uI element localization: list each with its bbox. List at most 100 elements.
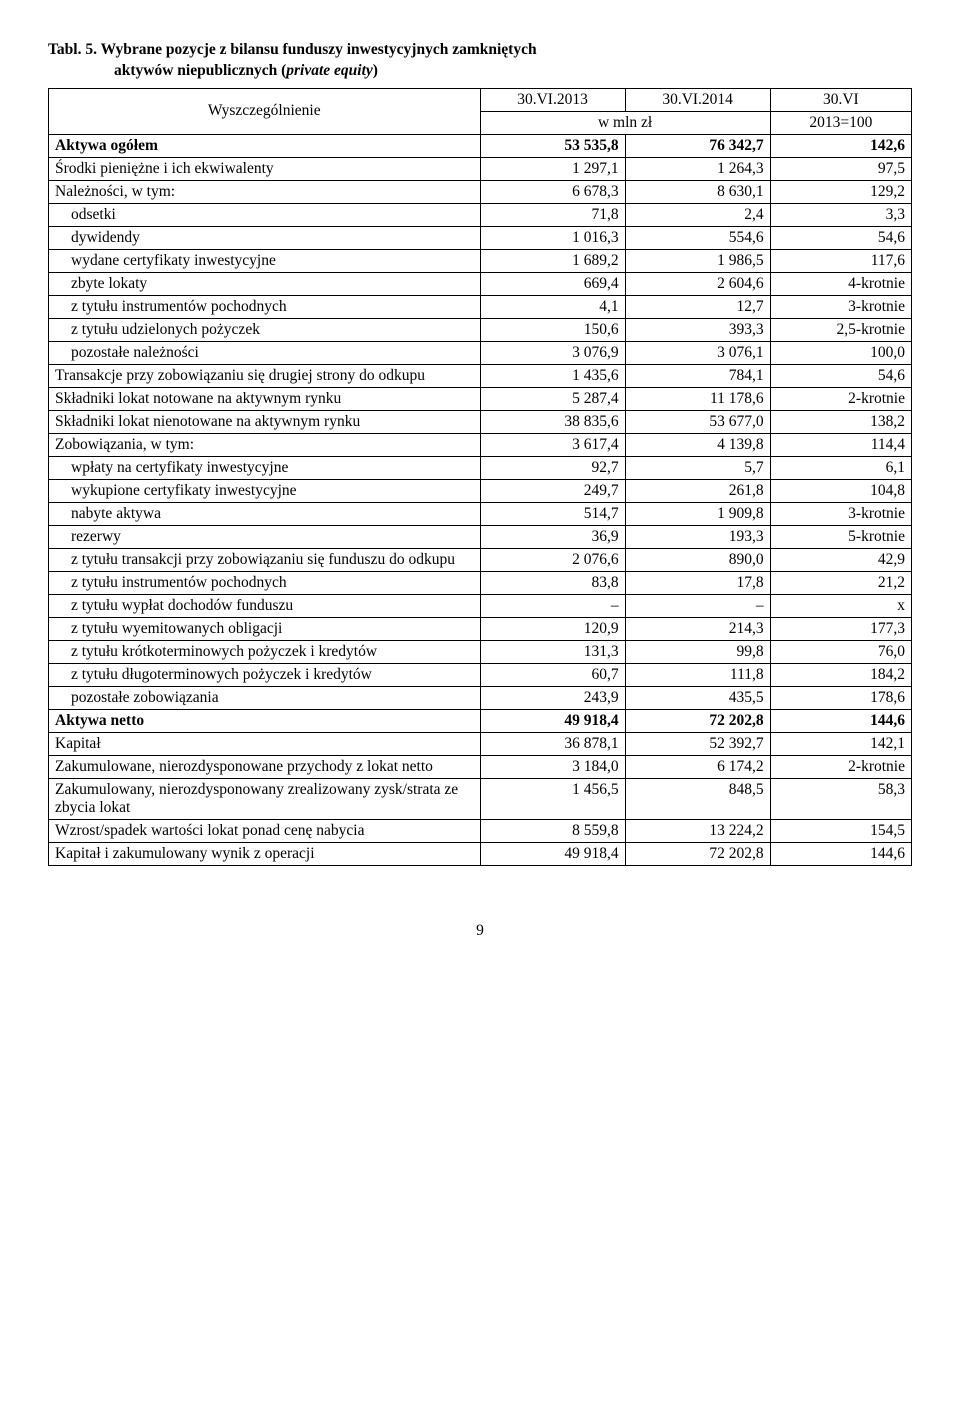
table-row: pozostałe zobowiązania243,9435,5178,6 bbox=[49, 686, 912, 709]
row-v2: 393,3 bbox=[625, 318, 770, 341]
table-row: Aktywa netto49 918,472 202,8144,6 bbox=[49, 709, 912, 732]
row-v1: 49 918,4 bbox=[480, 709, 625, 732]
row-label: odsetki bbox=[49, 203, 481, 226]
row-v3: 2-krotnie bbox=[770, 755, 911, 778]
row-label: Należności, w tym: bbox=[49, 180, 481, 203]
row-v1: 120,9 bbox=[480, 617, 625, 640]
row-label: wykupione certyfikaty inwestycyjne bbox=[49, 479, 481, 502]
row-v1: 1 456,5 bbox=[480, 778, 625, 819]
row-v1: 83,8 bbox=[480, 571, 625, 594]
table-row: Kapitał i zakumulowany wynik z operacji4… bbox=[49, 842, 912, 865]
row-v3: 97,5 bbox=[770, 157, 911, 180]
table-row: z tytułu wyemitowanych obligacji120,9214… bbox=[49, 617, 912, 640]
row-v3: 2-krotnie bbox=[770, 387, 911, 410]
row-v2: 2 604,6 bbox=[625, 272, 770, 295]
row-label: wpłaty na certyfikaty inwestycyjne bbox=[49, 456, 481, 479]
table-row: z tytułu udzielonych pożyczek150,6393,32… bbox=[49, 318, 912, 341]
row-v1: 669,4 bbox=[480, 272, 625, 295]
row-v2: 8 630,1 bbox=[625, 180, 770, 203]
row-v1: 8 559,8 bbox=[480, 819, 625, 842]
row-v3: 177,3 bbox=[770, 617, 911, 640]
table-row: nabyte aktywa514,71 909,83-krotnie bbox=[49, 502, 912, 525]
row-label: z tytułu instrumentów pochodnych bbox=[49, 295, 481, 318]
row-v1: 53 535,8 bbox=[480, 134, 625, 157]
row-v2: 17,8 bbox=[625, 571, 770, 594]
col-header-unit: w mln zł bbox=[480, 111, 770, 134]
row-v1: 36,9 bbox=[480, 525, 625, 548]
row-v1: 131,3 bbox=[480, 640, 625, 663]
row-label: Zakumulowany, nierozdysponowany zrealizo… bbox=[49, 778, 481, 819]
row-v3: 114,4 bbox=[770, 433, 911, 456]
row-label: z tytułu wyemitowanych obligacji bbox=[49, 617, 481, 640]
row-v2: 11 178,6 bbox=[625, 387, 770, 410]
title-line2-normal: aktywów niepublicznych ( bbox=[114, 62, 286, 79]
row-v2: 4 139,8 bbox=[625, 433, 770, 456]
row-v2: 2,4 bbox=[625, 203, 770, 226]
row-v3: 54,6 bbox=[770, 364, 911, 387]
row-v2: 261,8 bbox=[625, 479, 770, 502]
title-line2-close: ) bbox=[373, 62, 378, 79]
row-label: Zakumulowane, nierozdysponowane przychod… bbox=[49, 755, 481, 778]
table-head: Wyszczególnienie 30.VI.2013 30.VI.2014 3… bbox=[49, 88, 912, 134]
row-v1: 36 878,1 bbox=[480, 732, 625, 755]
row-v2: 12,7 bbox=[625, 295, 770, 318]
row-v2: 13 224,2 bbox=[625, 819, 770, 842]
col-header-index-top: 30.VI bbox=[770, 88, 911, 111]
row-v1: 3 184,0 bbox=[480, 755, 625, 778]
row-label: Kapitał i zakumulowany wynik z operacji bbox=[49, 842, 481, 865]
row-v3: 154,5 bbox=[770, 819, 911, 842]
title-prefix: Tabl. 5. bbox=[48, 41, 97, 58]
table-row: Transakcje przy zobowiązaniu się drugiej… bbox=[49, 364, 912, 387]
row-v2: 99,8 bbox=[625, 640, 770, 663]
row-v1: 60,7 bbox=[480, 663, 625, 686]
title-line2: aktywów niepublicznych (private equity) bbox=[48, 61, 912, 82]
table-row: Wzrost/spadek wartości lokat ponad cenę … bbox=[49, 819, 912, 842]
row-v3: 42,9 bbox=[770, 548, 911, 571]
row-v2: 52 392,7 bbox=[625, 732, 770, 755]
row-label: Składniki lokat nienotowane na aktywnym … bbox=[49, 410, 481, 433]
row-label: Transakcje przy zobowiązaniu się drugiej… bbox=[49, 364, 481, 387]
row-v1: 92,7 bbox=[480, 456, 625, 479]
table-row: dywidendy1 016,3554,654,6 bbox=[49, 226, 912, 249]
row-label: Wzrost/spadek wartości lokat ponad cenę … bbox=[49, 819, 481, 842]
row-label: Aktywa ogółem bbox=[49, 134, 481, 157]
row-label: z tytułu wypłat dochodów funduszu bbox=[49, 594, 481, 617]
row-v2: 848,5 bbox=[625, 778, 770, 819]
row-v3: 144,6 bbox=[770, 709, 911, 732]
row-label: Aktywa netto bbox=[49, 709, 481, 732]
col-header-spec: Wyszczególnienie bbox=[49, 88, 481, 134]
col-header-2014: 30.VI.2014 bbox=[625, 88, 770, 111]
row-label: wydane certyfikaty inwestycyjne bbox=[49, 249, 481, 272]
row-label: Kapitał bbox=[49, 732, 481, 755]
balance-table: Wyszczególnienie 30.VI.2013 30.VI.2014 3… bbox=[48, 88, 912, 866]
row-label: Składniki lokat notowane na aktywnym ryn… bbox=[49, 387, 481, 410]
row-v2: 5,7 bbox=[625, 456, 770, 479]
row-v2: 193,3 bbox=[625, 525, 770, 548]
table-row: Środki pieniężne i ich ekwiwalenty1 297,… bbox=[49, 157, 912, 180]
row-v1: 71,8 bbox=[480, 203, 625, 226]
row-v2: 890,0 bbox=[625, 548, 770, 571]
row-v3: 2,5-krotnie bbox=[770, 318, 911, 341]
row-label: zbyte lokaty bbox=[49, 272, 481, 295]
row-label: pozostałe zobowiązania bbox=[49, 686, 481, 709]
row-v1: 2 076,6 bbox=[480, 548, 625, 571]
row-v3: x bbox=[770, 594, 911, 617]
row-v2: 1 909,8 bbox=[625, 502, 770, 525]
row-label: dywidendy bbox=[49, 226, 481, 249]
row-v2: 76 342,7 bbox=[625, 134, 770, 157]
row-v3: 142,1 bbox=[770, 732, 911, 755]
row-v3: 129,2 bbox=[770, 180, 911, 203]
row-v1: 150,6 bbox=[480, 318, 625, 341]
row-v3: 184,2 bbox=[770, 663, 911, 686]
row-v1: 1 435,6 bbox=[480, 364, 625, 387]
row-v2: 72 202,8 bbox=[625, 709, 770, 732]
row-v3: 104,8 bbox=[770, 479, 911, 502]
row-v3: 3-krotnie bbox=[770, 295, 911, 318]
table-row: Składniki lokat notowane na aktywnym ryn… bbox=[49, 387, 912, 410]
table-row: rezerwy36,9193,35-krotnie bbox=[49, 525, 912, 548]
row-v3: 117,6 bbox=[770, 249, 911, 272]
row-v1: 1 016,3 bbox=[480, 226, 625, 249]
row-v1: 1 297,1 bbox=[480, 157, 625, 180]
table-row: zbyte lokaty669,42 604,64-krotnie bbox=[49, 272, 912, 295]
page-number: 9 bbox=[48, 922, 912, 940]
